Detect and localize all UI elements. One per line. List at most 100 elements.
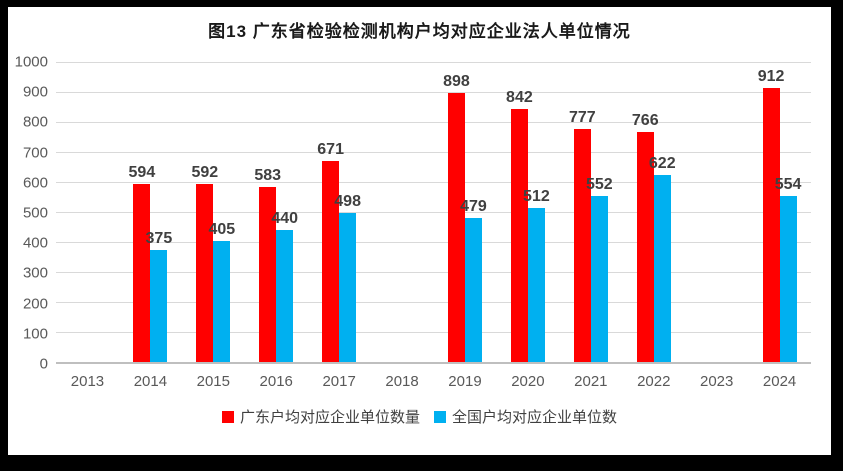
data-label-national-2020: 512 bbox=[523, 188, 550, 206]
bar-guangdong-2022 bbox=[636, 132, 654, 362]
category-2021: 777 552 bbox=[559, 62, 622, 362]
y-tick-label-100: 100 bbox=[22, 325, 48, 343]
category-2017: 671 498 bbox=[308, 62, 371, 362]
bar-group-national-2022: 622 bbox=[649, 62, 676, 362]
bar-group-national-2020: 512 bbox=[523, 62, 550, 362]
bar-guangdong-2015 bbox=[196, 184, 214, 362]
bar-group-guangdong-2020: 842 bbox=[506, 62, 533, 362]
legend-item-national: 全国户均对应企业单位数 bbox=[434, 406, 617, 427]
y-axis: 0 100 200 300 400 500 600 700 800 900 1000 bbox=[8, 55, 56, 372]
bar-national-2022 bbox=[653, 175, 671, 362]
y-tick-label-300: 300 bbox=[22, 264, 48, 282]
bar-group-guangdong-2014: 594 bbox=[129, 62, 155, 362]
bar-national-2024 bbox=[779, 195, 797, 362]
data-label-national-2014: 375 bbox=[145, 229, 173, 247]
bar-group-guangdong-2019: 898 bbox=[443, 62, 470, 362]
y-tick-label-0: 0 bbox=[39, 355, 48, 373]
x-tick-label-2019: 2019 bbox=[448, 373, 482, 390]
bar-national-2017 bbox=[339, 212, 357, 362]
category-2015: 592 405 bbox=[182, 62, 245, 362]
x-tick-label-2017: 2017 bbox=[322, 373, 356, 390]
data-label-national-2024: 554 bbox=[774, 175, 802, 193]
y-tick-label-600: 600 bbox=[22, 174, 48, 192]
gridline-200 bbox=[56, 302, 811, 303]
gridline-800 bbox=[56, 122, 811, 123]
x-tick-label-2015: 2015 bbox=[196, 373, 230, 390]
bar-group-national-2016: 440 bbox=[271, 62, 298, 362]
data-label-national-2016: 440 bbox=[271, 210, 299, 227]
bar-guangdong-2014 bbox=[133, 183, 151, 362]
bar-guangdong-2020 bbox=[510, 109, 528, 362]
data-label-national-2019: 479 bbox=[460, 198, 487, 216]
bar-group-national-2015: 405 bbox=[208, 62, 235, 362]
y-tick-label-400: 400 bbox=[22, 234, 48, 252]
y-tick-label-1000: 1000 bbox=[14, 53, 48, 71]
bar-national-2020 bbox=[527, 208, 545, 362]
data-label-guangdong-2015: 592 bbox=[191, 164, 219, 182]
y-tick-label-900: 900 bbox=[22, 83, 48, 101]
bar-group-guangdong-2021: 777 bbox=[569, 62, 596, 362]
gridline-700 bbox=[56, 152, 811, 153]
category-2023 bbox=[685, 62, 748, 362]
data-label-national-2017: 498 bbox=[334, 192, 361, 210]
x-tick-label-2023: 2023 bbox=[699, 373, 734, 390]
plot-column: 594 375 592 405 583 440 671 498 898 479 842 512 777 5… bbox=[56, 62, 811, 390]
x-tick-label-2021: 2021 bbox=[574, 373, 608, 390]
x-tick-label-2014: 2014 bbox=[133, 373, 168, 390]
x-tick-label-2018: 2018 bbox=[385, 373, 419, 390]
bar-group-guangdong-2024: 912 bbox=[758, 62, 784, 362]
category-2024: 912 554 bbox=[748, 62, 811, 362]
category-2018 bbox=[371, 62, 434, 362]
gridline-300 bbox=[56, 272, 811, 273]
bar-group-national-2021: 552 bbox=[586, 62, 613, 362]
y-tick-label-800: 800 bbox=[22, 113, 48, 131]
data-label-guangdong-2024: 912 bbox=[757, 68, 785, 86]
x-tick-label-2016: 2016 bbox=[259, 373, 293, 390]
x-tick-label-2013: 2013 bbox=[70, 373, 105, 390]
y-tick-label-700: 700 bbox=[22, 144, 48, 162]
category-2016: 583 440 bbox=[245, 62, 308, 362]
category-2020: 842 512 bbox=[496, 62, 559, 362]
bar-guangdong-2019 bbox=[447, 92, 465, 362]
bar-group-national-2019: 479 bbox=[460, 62, 487, 362]
data-label-guangdong-2022: 766 bbox=[631, 112, 659, 130]
bar-group-national-2014: 375 bbox=[146, 62, 172, 362]
bar-group-national-2024: 554 bbox=[775, 62, 801, 362]
data-label-guangdong-2016: 583 bbox=[254, 167, 282, 185]
data-label-guangdong-2017: 671 bbox=[317, 140, 344, 158]
bar-group-guangdong-2017: 671 bbox=[317, 62, 344, 362]
x-tick-label-2020: 2020 bbox=[511, 373, 545, 390]
chart-body: 0 100 200 300 400 500 600 700 800 900 1000 594 375 5… bbox=[8, 55, 831, 390]
y-tick-label-200: 200 bbox=[22, 295, 48, 313]
plot-area: 594 375 592 405 583 440 671 498 898 479 842 512 777 5… bbox=[56, 62, 811, 364]
x-axis: 2013 2014 2015 2016 2017 2018 2019 2020 2021 2022… bbox=[56, 373, 811, 390]
y-tick-label-500: 500 bbox=[22, 204, 48, 222]
category-2022: 766 622 bbox=[622, 62, 685, 362]
bar-group-guangdong-2016: 583 bbox=[254, 62, 281, 362]
legend-item-guangdong: 广东户均对应企业单位数量 bbox=[221, 406, 420, 427]
data-label-guangdong-2014: 594 bbox=[128, 163, 156, 181]
category-2019: 898 479 bbox=[434, 62, 497, 362]
bar-group-national-2017: 498 bbox=[334, 62, 361, 362]
legend-marker-icon bbox=[434, 410, 446, 423]
legend-label: 全国户均对应企业单位数 bbox=[452, 409, 618, 426]
bar-national-2021 bbox=[590, 196, 608, 362]
bar-national-2014 bbox=[150, 249, 168, 362]
legend-marker-icon bbox=[221, 410, 234, 423]
gridline-100 bbox=[56, 332, 811, 333]
gridline-600 bbox=[56, 182, 811, 183]
chart-panel: 图13 广东省检验检测机构户均对应企业法人单位情况 0 100 200 300 400 5… bbox=[8, 7, 831, 455]
data-label-national-2021: 552 bbox=[585, 176, 613, 194]
data-label-guangdong-2020: 842 bbox=[506, 89, 533, 107]
data-label-guangdong-2021: 777 bbox=[568, 108, 596, 126]
gridline-1000 bbox=[56, 62, 811, 63]
bar-group-guangdong-2022: 766 bbox=[632, 62, 659, 362]
bar-national-2015 bbox=[213, 240, 231, 362]
category-2014: 594 375 bbox=[119, 62, 182, 362]
legend-label: 广东户均对应企业单位数量 bbox=[239, 409, 420, 426]
bar-guangdong-2016 bbox=[259, 187, 277, 362]
bar-guangdong-2021 bbox=[573, 128, 591, 362]
gridline-900 bbox=[56, 92, 811, 93]
bar-national-2019 bbox=[464, 218, 482, 362]
